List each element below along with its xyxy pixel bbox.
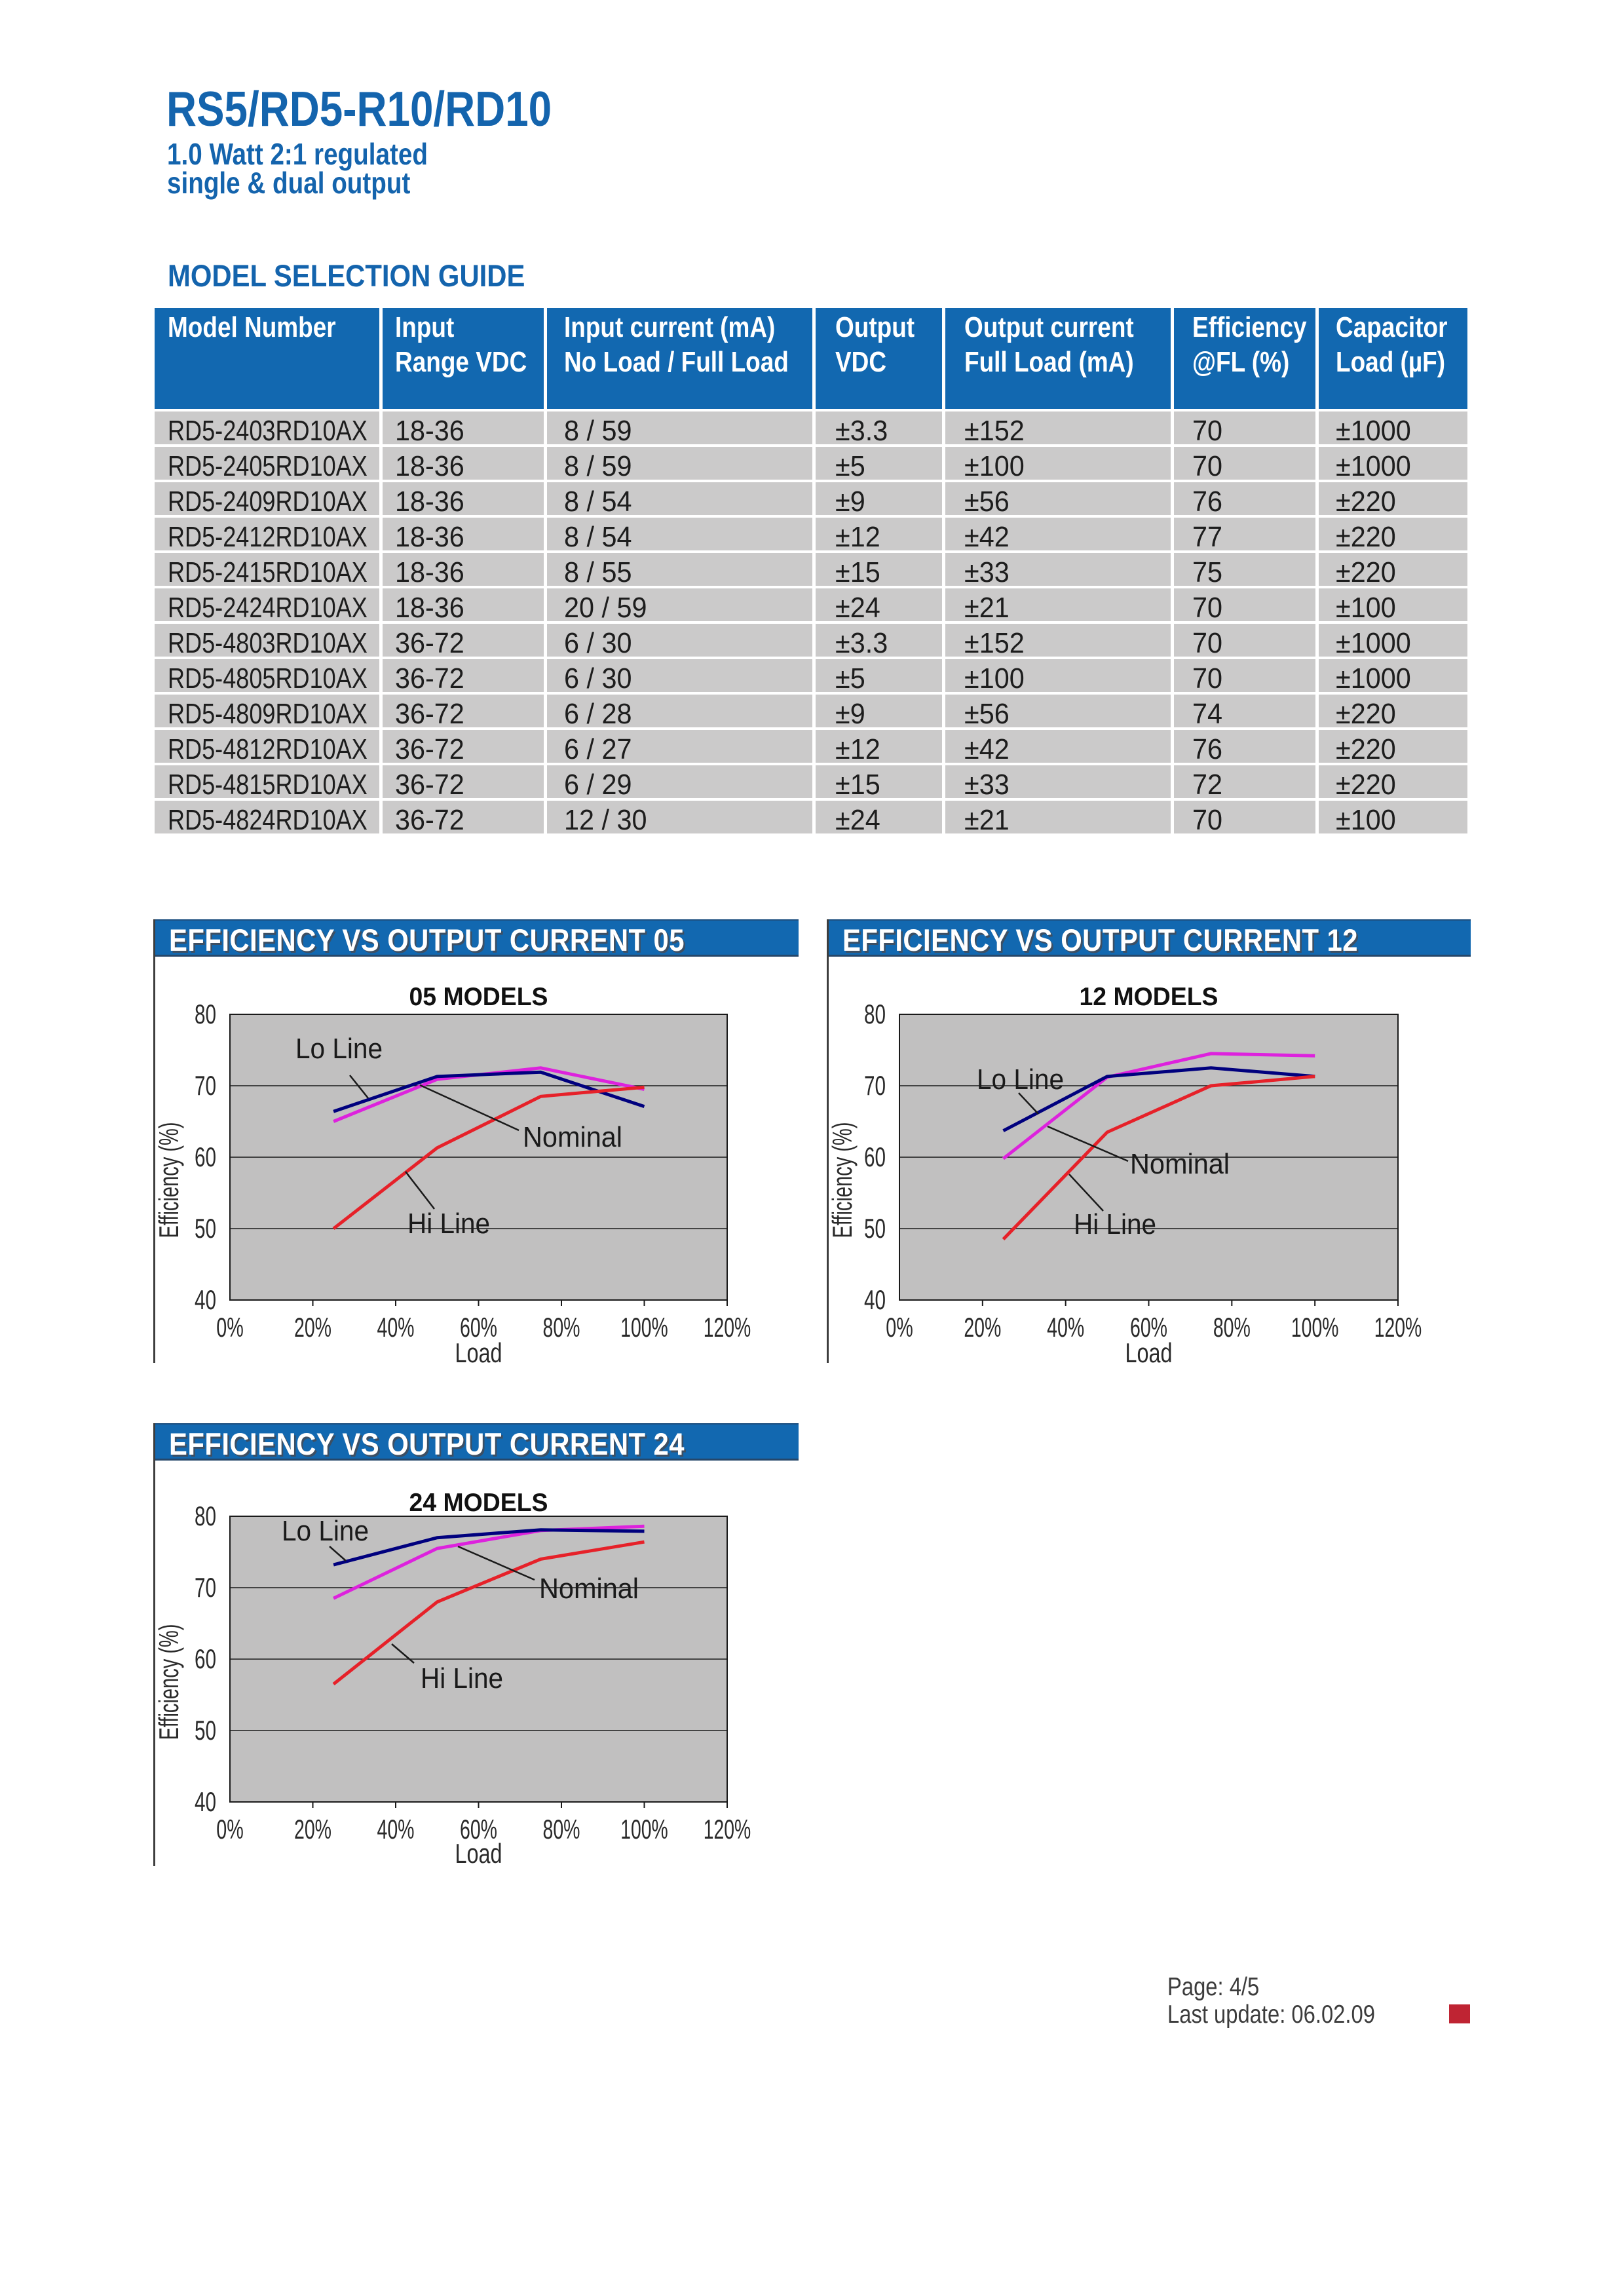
svg-text:40: 40 bbox=[195, 1786, 216, 1817]
svg-text:80%: 80% bbox=[543, 1814, 580, 1845]
svg-text:100%: 100% bbox=[620, 1312, 668, 1343]
svg-text:50: 50 bbox=[195, 1213, 216, 1244]
svg-text:80%: 80% bbox=[1213, 1312, 1251, 1343]
svg-text:24 MODELS: 24 MODELS bbox=[409, 1489, 548, 1517]
svg-text:Hi Line: Hi Line bbox=[421, 1662, 503, 1694]
svg-text:60: 60 bbox=[195, 1141, 216, 1172]
svg-text:40%: 40% bbox=[377, 1814, 415, 1845]
svg-text:Nominal: Nominal bbox=[539, 1573, 639, 1605]
svg-text:12 MODELS: 12 MODELS bbox=[1080, 983, 1218, 1011]
svg-text:120%: 120% bbox=[704, 1814, 751, 1845]
svg-text:0%: 0% bbox=[216, 1814, 244, 1845]
svg-text:Nominal: Nominal bbox=[523, 1121, 622, 1153]
svg-text:50: 50 bbox=[864, 1213, 886, 1244]
svg-text:Efficiency (%): Efficiency (%) bbox=[155, 1624, 184, 1740]
svg-text:60: 60 bbox=[864, 1141, 886, 1172]
svg-text:0%: 0% bbox=[216, 1312, 244, 1343]
svg-text:40: 40 bbox=[864, 1284, 886, 1315]
svg-text:80: 80 bbox=[864, 999, 886, 1029]
svg-text:Lo Line: Lo Line bbox=[282, 1515, 369, 1547]
svg-text:40%: 40% bbox=[377, 1312, 415, 1343]
svg-text:40: 40 bbox=[195, 1284, 216, 1315]
svg-text:Hi Line: Hi Line bbox=[1074, 1208, 1156, 1240]
svg-text:0%: 0% bbox=[886, 1312, 913, 1343]
svg-text:70: 70 bbox=[864, 1070, 886, 1101]
svg-text:20%: 20% bbox=[964, 1312, 1001, 1343]
svg-text:70: 70 bbox=[195, 1070, 216, 1101]
svg-text:80%: 80% bbox=[543, 1312, 580, 1343]
svg-text:Lo Line: Lo Line bbox=[295, 1033, 383, 1065]
svg-text:80: 80 bbox=[195, 1501, 216, 1531]
svg-text:120%: 120% bbox=[704, 1312, 751, 1343]
svg-text:60%: 60% bbox=[460, 1814, 497, 1845]
svg-text:80: 80 bbox=[195, 999, 216, 1029]
svg-text:40%: 40% bbox=[1047, 1312, 1084, 1343]
svg-text:100%: 100% bbox=[620, 1814, 668, 1845]
svg-text:50: 50 bbox=[195, 1715, 216, 1746]
svg-text:Load: Load bbox=[1125, 1337, 1173, 1363]
svg-text:60: 60 bbox=[195, 1643, 216, 1674]
svg-text:20%: 20% bbox=[294, 1312, 331, 1343]
svg-text:20%: 20% bbox=[294, 1814, 331, 1845]
svg-text:100%: 100% bbox=[1291, 1312, 1339, 1343]
svg-text:60%: 60% bbox=[460, 1312, 497, 1343]
svg-text:Load: Load bbox=[455, 1838, 502, 1867]
svg-text:Efficiency (%): Efficiency (%) bbox=[829, 1122, 858, 1238]
svg-text:Nominal: Nominal bbox=[1130, 1148, 1230, 1180]
svg-text:Load: Load bbox=[455, 1337, 502, 1363]
svg-text:05 MODELS: 05 MODELS bbox=[409, 983, 548, 1011]
svg-text:70: 70 bbox=[195, 1572, 216, 1603]
svg-text:Efficiency (%): Efficiency (%) bbox=[155, 1122, 184, 1238]
svg-text:Lo Line: Lo Line bbox=[977, 1063, 1064, 1096]
svg-text:60%: 60% bbox=[1130, 1312, 1167, 1343]
svg-text:120%: 120% bbox=[1374, 1312, 1422, 1343]
svg-text:Hi Line: Hi Line bbox=[407, 1208, 490, 1240]
